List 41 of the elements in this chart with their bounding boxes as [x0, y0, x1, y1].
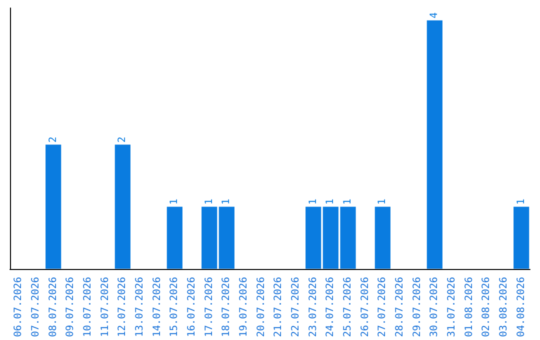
x-tick-label: 13.07.2026	[134, 276, 146, 338]
x-tick-label: 11.07.2026	[100, 276, 111, 338]
x-tick-label: 17.07.2026	[204, 276, 215, 338]
x-tick-label: 31.07.2026	[446, 276, 458, 338]
x-tick-label: 20.07.2026	[256, 276, 267, 338]
data-label: 2	[117, 136, 128, 143]
x-tick-label: 15.07.2026	[169, 276, 180, 338]
x-tick-label: 01.08.2026	[464, 276, 475, 338]
x-tick-label: 14.07.2026	[152, 276, 163, 338]
x-tick-label: 09.07.2026	[65, 276, 76, 338]
data-label: 4	[429, 12, 440, 18]
x-tick-label: 04.08.2026	[516, 276, 527, 338]
data-label: 1	[169, 198, 180, 205]
x-tick-label: 28.07.2026	[394, 276, 406, 338]
x-tick-label: 23.07.2026	[308, 276, 319, 338]
x-tick-label: 27.07.2026	[377, 276, 388, 338]
data-label: 2	[48, 136, 59, 143]
x-tick-label: 03.08.2026	[498, 276, 510, 338]
x-tick-label: 26.07.2026	[360, 276, 371, 338]
x-tick-label: 25.07.2026	[342, 276, 354, 338]
data-label: 1	[516, 198, 527, 205]
x-tick-label: 24.07.2026	[325, 276, 336, 338]
data-label: 1	[377, 198, 388, 205]
x-tick-label: 06.07.2026	[13, 276, 24, 338]
data-label: 1	[204, 198, 215, 205]
data-label: 1	[342, 198, 354, 205]
x-tick-label: 10.07.2026	[82, 276, 94, 338]
x-tick-label: 07.07.2026	[30, 276, 42, 338]
x-tick-label: 21.07.2026	[273, 276, 284, 338]
x-tick-label: 18.07.2026	[221, 276, 232, 338]
data-label: 1	[221, 198, 232, 205]
x-tick-label: 29.07.2026	[412, 276, 423, 338]
x-tick-label: 08.07.2026	[48, 276, 59, 338]
data-label: 1	[308, 198, 319, 205]
x-tick-label: 30.07.2026	[429, 276, 440, 338]
x-tick-label: 22.07.2026	[290, 276, 302, 338]
x-tick-label: 16.07.2026	[186, 276, 198, 338]
x-tick-label: 19.07.2026	[238, 276, 250, 338]
x-tick-label: 02.08.2026	[481, 276, 492, 338]
data-label: 1	[325, 198, 336, 205]
x-tick-label: 12.07.2026	[117, 276, 128, 338]
